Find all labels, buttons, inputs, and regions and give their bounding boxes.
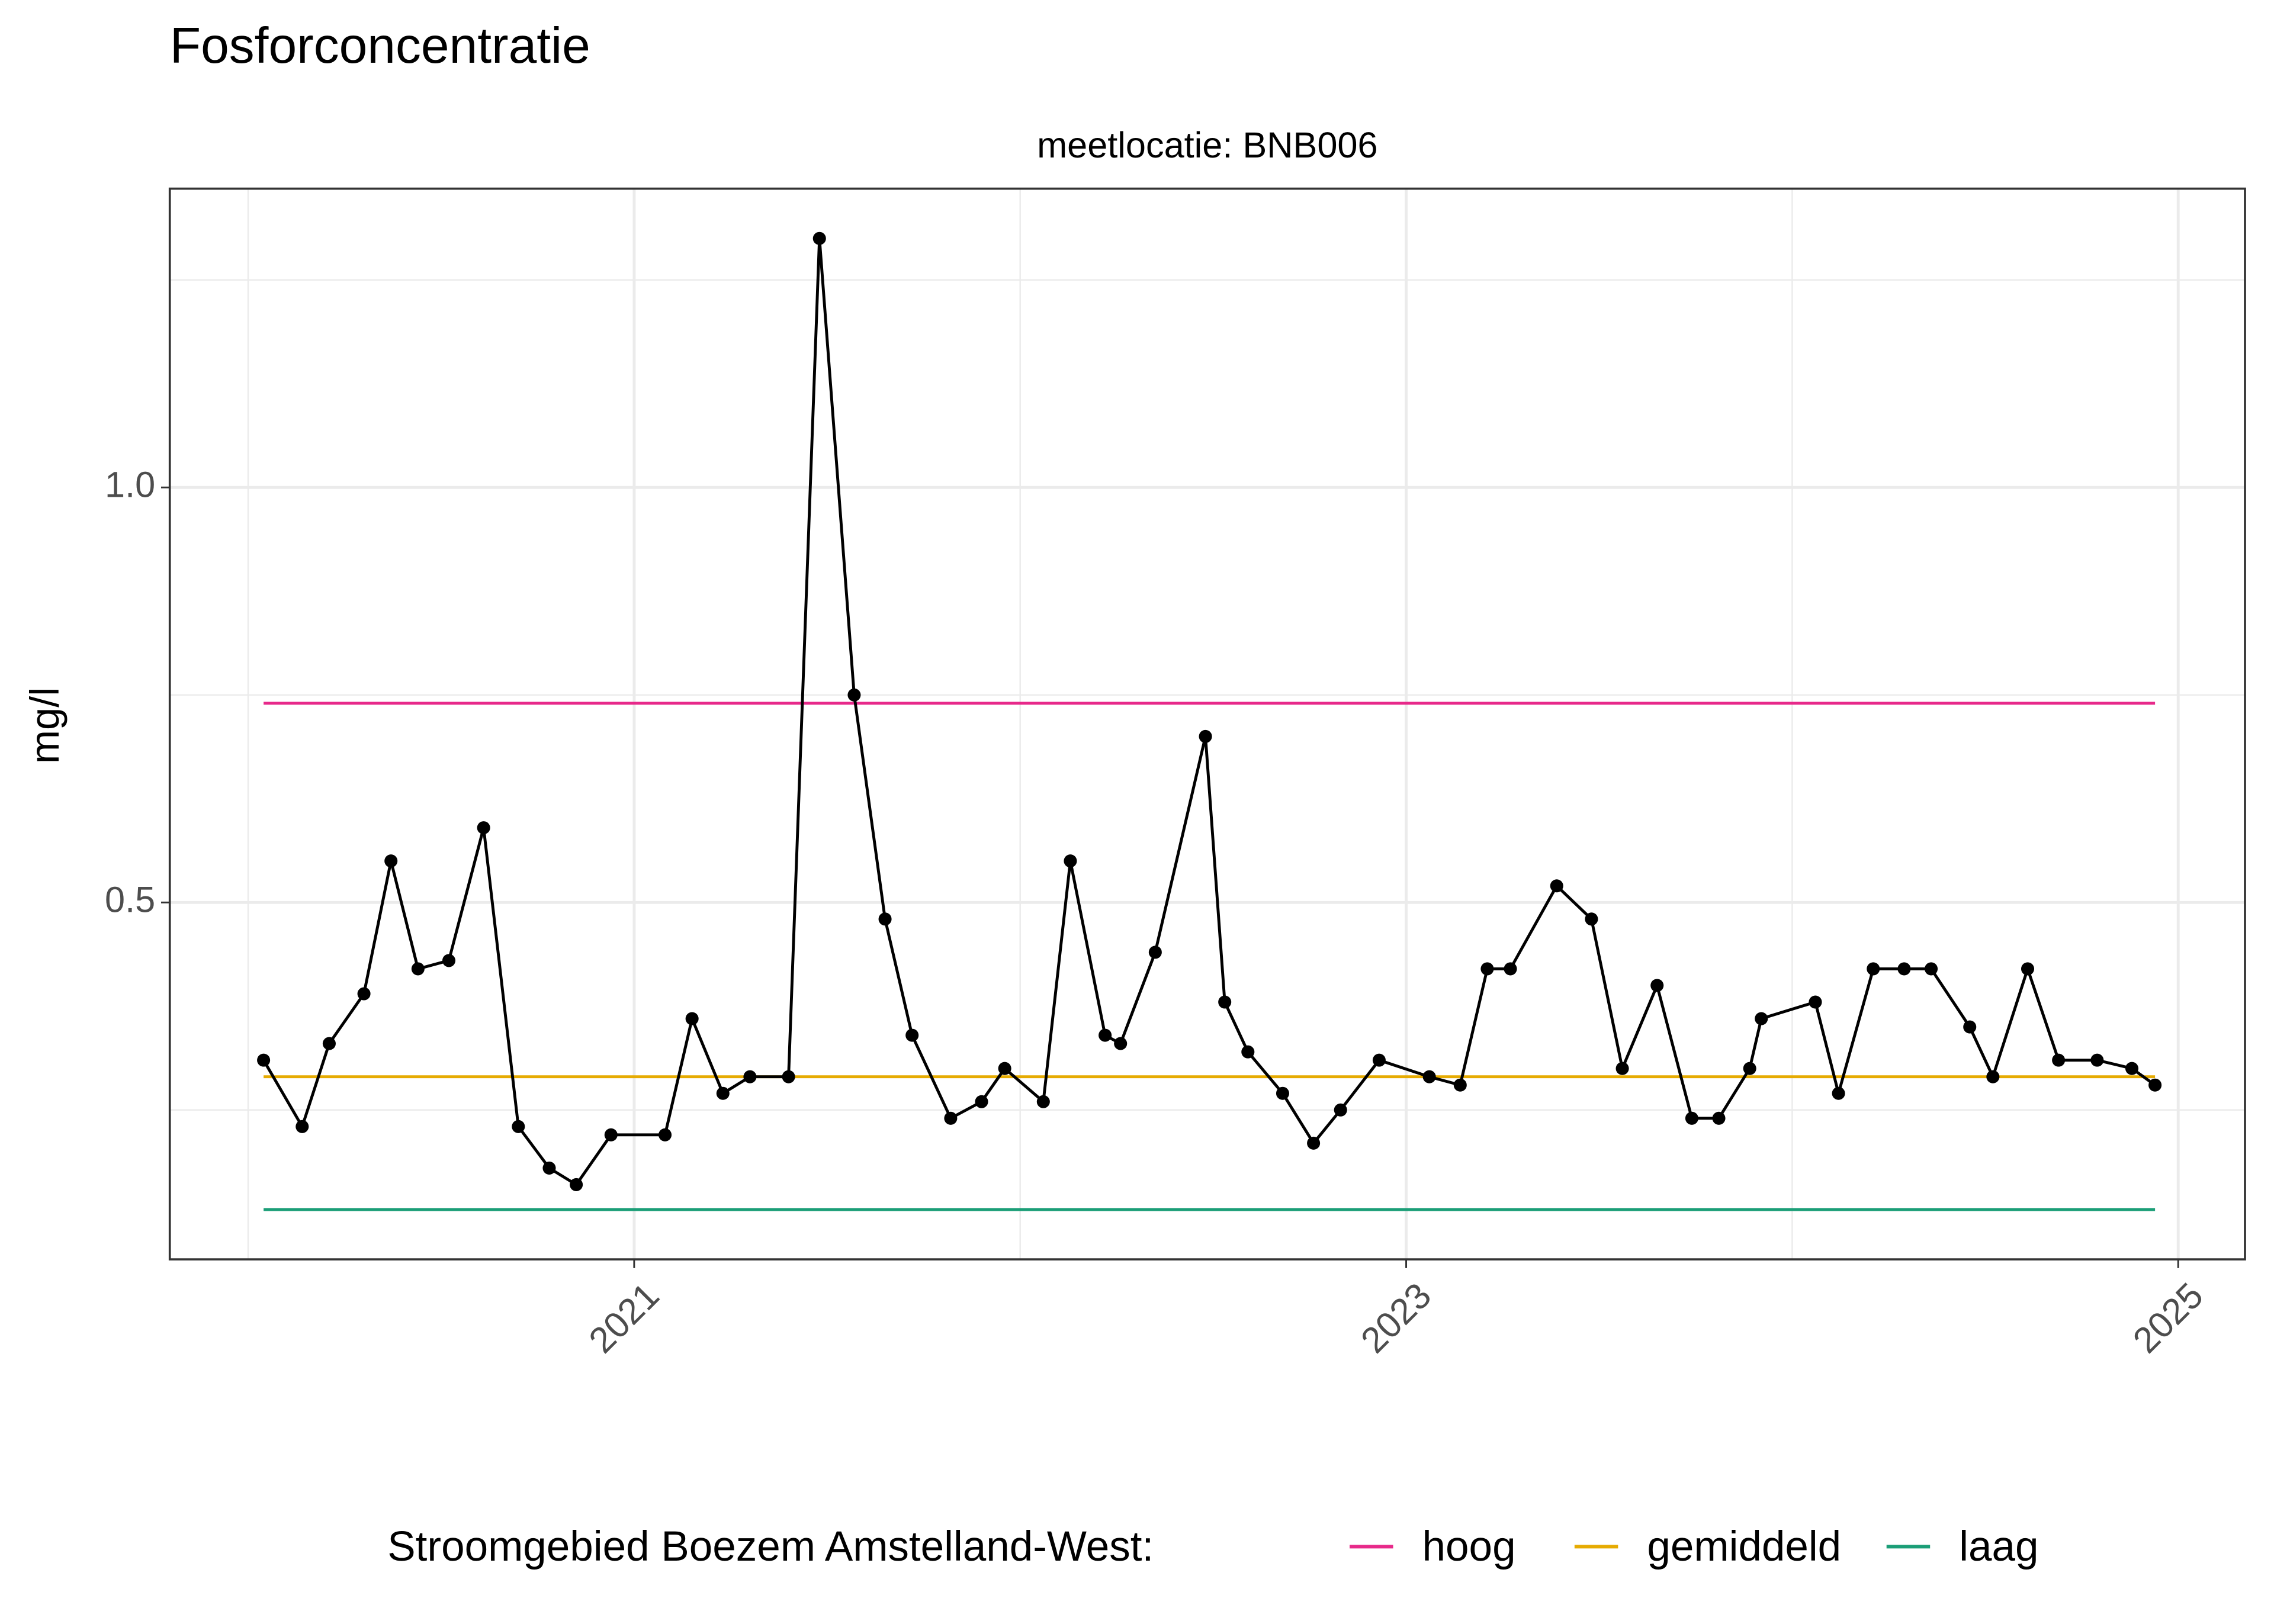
data-line: [262, 238, 2156, 1187]
data-point: [1199, 729, 1212, 743]
data-point: [1712, 1111, 1726, 1125]
data-point: [1550, 879, 1563, 893]
data-point: [411, 962, 425, 976]
data-point: [1480, 962, 1494, 976]
data-point: [1453, 1078, 1467, 1092]
data-point: [847, 688, 861, 702]
data-point: [2021, 962, 2035, 976]
data-point: [384, 854, 398, 868]
data-point: [1241, 1045, 1255, 1059]
data-point: [357, 987, 371, 1001]
data-point: [1897, 962, 1911, 976]
data-point: [878, 912, 892, 926]
data-point: [1218, 995, 1232, 1009]
x-tick-label: 2023: [1353, 1275, 1438, 1361]
data-point: [1986, 1070, 2000, 1083]
data-point: [1809, 995, 1822, 1009]
data-point: [257, 1053, 271, 1067]
data-point: [1148, 946, 1162, 959]
data-point: [1685, 1111, 1698, 1125]
data-point: [1422, 1070, 1436, 1083]
data-point: [296, 1120, 309, 1133]
plot-border: [168, 187, 2246, 1260]
data-point: [2125, 1062, 2139, 1075]
data-point: [658, 1128, 672, 1141]
legend-label: gemiddeld: [1647, 1523, 1841, 1570]
data-point: [512, 1120, 525, 1133]
data-point: [1832, 1086, 1845, 1100]
chart-title: Fosforconcentratie: [170, 17, 590, 74]
data-point: [905, 1028, 919, 1042]
legend-label: laag: [1959, 1523, 2038, 1570]
legend-title: Stroomgebied Boezem Amstelland-West:: [387, 1523, 1154, 1570]
data-point: [2148, 1078, 2162, 1092]
data-point: [1504, 962, 1517, 976]
chart-subtitle: meetlocatie: BNB006: [1037, 125, 1377, 165]
data-point: [1334, 1103, 1347, 1117]
y-axis-label: mg/l: [22, 687, 68, 764]
data-point: [1585, 912, 1598, 926]
data-point: [1114, 1037, 1128, 1050]
x-tick-label: 2021: [581, 1275, 666, 1361]
data-point: [975, 1095, 988, 1108]
data-point: [1743, 1062, 1756, 1075]
data-point: [1755, 1012, 1768, 1025]
data-point: [1650, 979, 1664, 992]
data-point: [322, 1037, 336, 1050]
data-point: [782, 1070, 795, 1083]
data-point: [2052, 1053, 2066, 1067]
data-point: [1372, 1053, 1386, 1067]
legend-label: hoog: [1422, 1523, 1516, 1570]
data-point: [2090, 1053, 2104, 1067]
data-point: [944, 1111, 958, 1125]
data-point: [542, 1161, 556, 1175]
data-point: [1036, 1095, 1050, 1108]
data-point: [1099, 1028, 1112, 1042]
data-point: [477, 821, 490, 835]
data-point: [812, 231, 826, 245]
y-tick-label: 0.5: [105, 879, 155, 919]
x-tick-label: 2025: [2125, 1275, 2211, 1361]
data-point: [1925, 962, 1938, 976]
data-point: [604, 1128, 618, 1141]
data-point: [685, 1012, 699, 1025]
data-point: [1867, 962, 1880, 976]
data-point: [570, 1178, 583, 1191]
data-point: [1276, 1086, 1289, 1100]
data-point: [1064, 854, 1077, 868]
data-point: [716, 1086, 730, 1100]
data-point: [1963, 1020, 1977, 1034]
data-point: [442, 954, 456, 967]
data-point: [998, 1062, 1011, 1075]
y-tick-label: 1.0: [105, 465, 155, 505]
data-point: [1615, 1062, 1629, 1075]
data-point: [743, 1070, 757, 1083]
data-point: [1307, 1136, 1321, 1150]
